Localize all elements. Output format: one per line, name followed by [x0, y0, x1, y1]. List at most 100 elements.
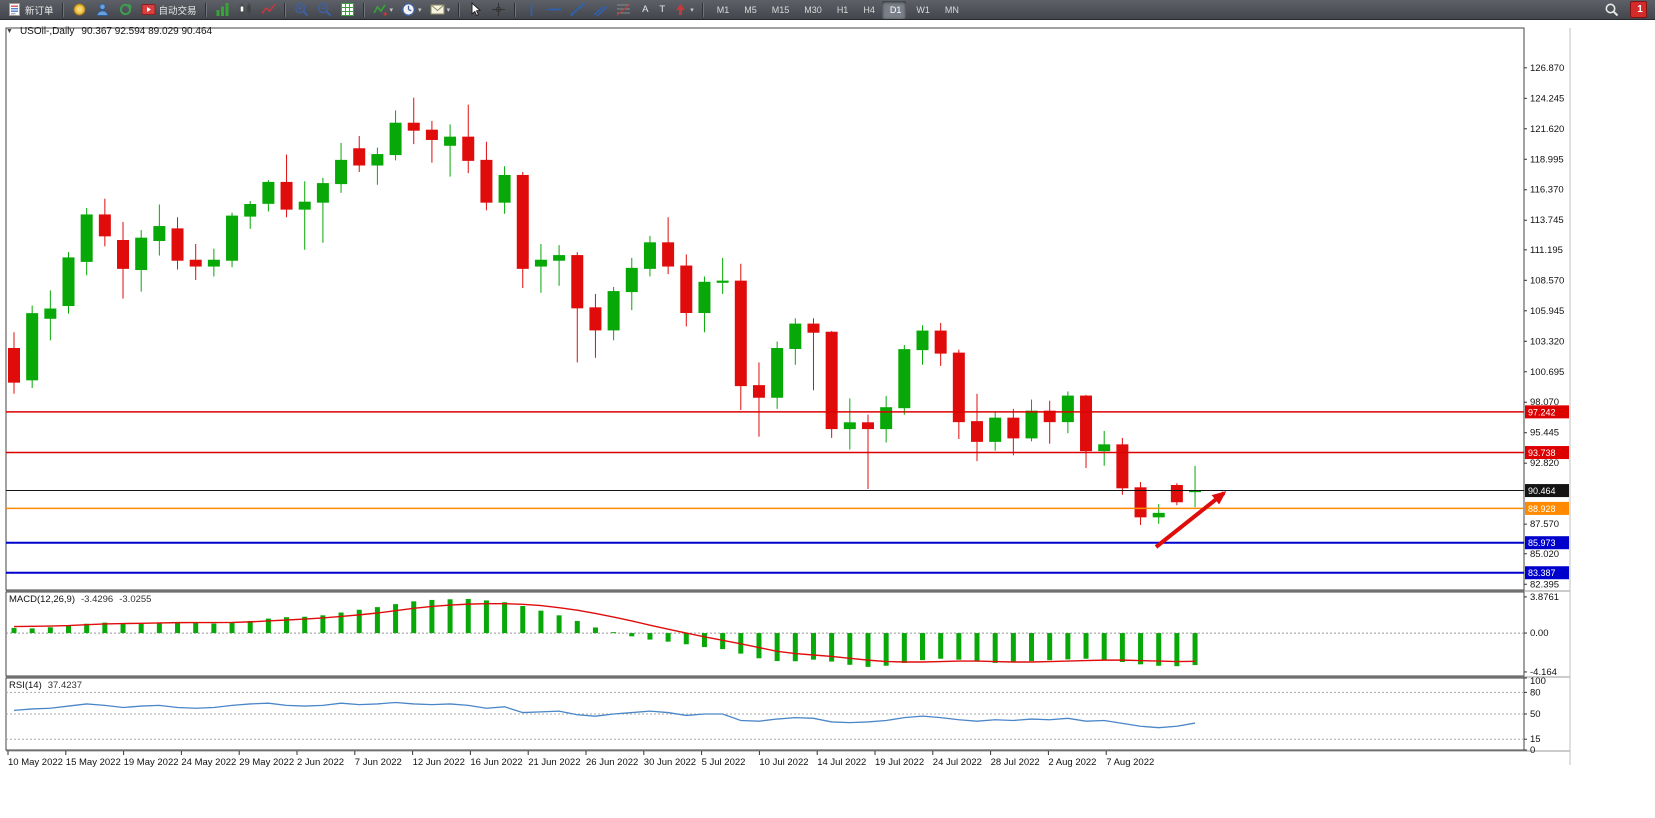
zoom-out-button[interactable]	[314, 1, 335, 19]
candle-body	[153, 226, 166, 241]
templates-button[interactable]: ▾	[427, 1, 454, 19]
arrows-button[interactable]: ▾	[670, 1, 697, 19]
refresh-button[interactable]	[115, 1, 136, 19]
macd-pane	[5, 591, 1525, 677]
hline-icon	[547, 2, 562, 17]
timeframe-m1-button[interactable]: M1	[709, 1, 735, 19]
trendline-button[interactable]	[567, 1, 588, 19]
candle-body	[1007, 417, 1020, 439]
candle-body	[698, 281, 711, 313]
cursor-button[interactable]	[465, 1, 486, 19]
candle-body	[553, 255, 566, 261]
trend-arrow-object[interactable]	[1154, 491, 1227, 549]
indicators-button[interactable]: ▾	[370, 1, 397, 19]
price-label-box	[1525, 484, 1569, 498]
timeframe-h1-button[interactable]: H1	[829, 1, 854, 19]
price-label-text: 93.738	[1528, 448, 1556, 458]
price-label-text: 88.928	[1528, 504, 1556, 514]
horizontal-line-button[interactable]	[544, 1, 565, 19]
grid-button[interactable]	[337, 1, 358, 19]
zoom-out-icon	[317, 2, 332, 17]
price-tick-label: 126.870	[1530, 63, 1564, 74]
candlestick-chart-button[interactable]	[235, 1, 256, 19]
time-axis-label: 29 May 2022	[239, 757, 294, 768]
candle-body	[662, 242, 675, 267]
bar-chart-button[interactable]	[212, 1, 233, 19]
rsi-pane	[5, 677, 1525, 751]
rsi-tick-label: 80	[1530, 687, 1541, 698]
timeframe-w1-button[interactable]: W1	[908, 1, 935, 19]
price-tick-label: 85.020	[1530, 549, 1559, 560]
candle-body	[171, 228, 184, 261]
time-axis-label: 24 Jul 2022	[933, 757, 982, 768]
clock-icon	[401, 2, 416, 17]
collapse-chart-button[interactable]: ▼	[6, 28, 13, 35]
line-chart-button[interactable]	[258, 1, 279, 19]
candle-body	[516, 174, 529, 269]
periods-button[interactable]: ▾	[398, 1, 425, 19]
price-tick-label: 95.445	[1530, 428, 1559, 439]
candle-body	[480, 159, 493, 203]
line-chart-icon	[260, 2, 276, 17]
chart-window: 97.242 93.738 90.464 88.928 85.973 83.387 126.…	[0, 20, 1655, 818]
equidistant-channel-button[interactable]	[590, 1, 611, 19]
candle-body	[534, 259, 547, 267]
fibonacci-button[interactable]	[613, 1, 634, 19]
timeframe-mn-button[interactable]: MN	[937, 1, 964, 19]
candle-body	[80, 214, 93, 262]
candle-body	[571, 255, 584, 309]
search-button[interactable]	[1601, 1, 1622, 19]
candle-body	[752, 385, 765, 398]
vertical-line-button[interactable]	[521, 1, 542, 19]
candle-body	[880, 407, 893, 430]
candle-body	[625, 267, 638, 293]
candle-body	[789, 323, 802, 349]
candle-body	[226, 215, 239, 261]
price-label-text: 97.242	[1528, 407, 1556, 417]
time-axis-label: 19 Jul 2022	[875, 757, 924, 768]
candle-body	[825, 331, 838, 430]
zoom-in-button[interactable]	[291, 1, 312, 19]
candle-body	[207, 259, 220, 267]
cursor-icon	[468, 2, 483, 17]
candle-body	[1098, 444, 1111, 452]
new-order-button[interactable]: 新订单	[4, 1, 57, 19]
price-tick-label: 87.570	[1530, 519, 1559, 530]
macd-signal-line	[13, 602, 1196, 663]
candle-body	[444, 136, 457, 146]
candle-body	[1170, 484, 1183, 503]
rsi-tick-label: 50	[1530, 709, 1541, 720]
candle-body	[716, 280, 729, 283]
market-watch-button[interactable]	[69, 1, 90, 19]
time-axis-label: 16 Jun 2022	[470, 757, 522, 768]
price-label-text: 85.973	[1528, 538, 1556, 548]
rsi-value: 37.4237	[47, 680, 83, 691]
main-toolbar: 新订单 自动交易 ▾ ▾ ▾ A T ▾ M1 M5 M15 M30 H1 H4 D1 W1 MN 1	[0, 0, 1655, 20]
time-axis-label: 5 Jul 2022	[702, 757, 746, 768]
timeframe-d1-button[interactable]: D1	[881, 0, 907, 19]
support-button[interactable]	[92, 1, 113, 19]
toolbar-right-group: 1	[1600, 1, 1652, 19]
chart-title-ohlc: 90.367 92.594 89.029 90.464	[81, 26, 213, 37]
candle-body	[1080, 395, 1093, 452]
timeframe-h4-button[interactable]: H4	[855, 1, 880, 19]
timeframe-m5-button[interactable]: M5	[736, 1, 762, 19]
price-tick-label: 116.370	[1530, 185, 1564, 196]
timeframe-m30-button[interactable]: M30	[796, 1, 827, 19]
trendline-icon	[570, 2, 585, 17]
candle-body	[353, 148, 366, 166]
toolbar-separator	[204, 2, 207, 17]
timeframe-m15-button[interactable]: M15	[764, 1, 795, 19]
macd-main-value: -3.4296	[81, 594, 114, 605]
gold-icon	[72, 2, 87, 17]
auto-trading-button[interactable]: 自动交易	[138, 1, 200, 19]
crosshair-button[interactable]	[488, 1, 509, 19]
candle-body	[407, 122, 420, 131]
price-tick-label: 108.570	[1530, 275, 1564, 286]
text-label-button[interactable]: T	[653, 1, 668, 19]
dropdown-arrow-icon: ▾	[389, 6, 394, 14]
text-button[interactable]: A	[636, 1, 651, 19]
toolbar-separator	[458, 2, 461, 17]
notification-badge[interactable]: 1	[1630, 1, 1647, 18]
candle-body	[861, 422, 874, 430]
